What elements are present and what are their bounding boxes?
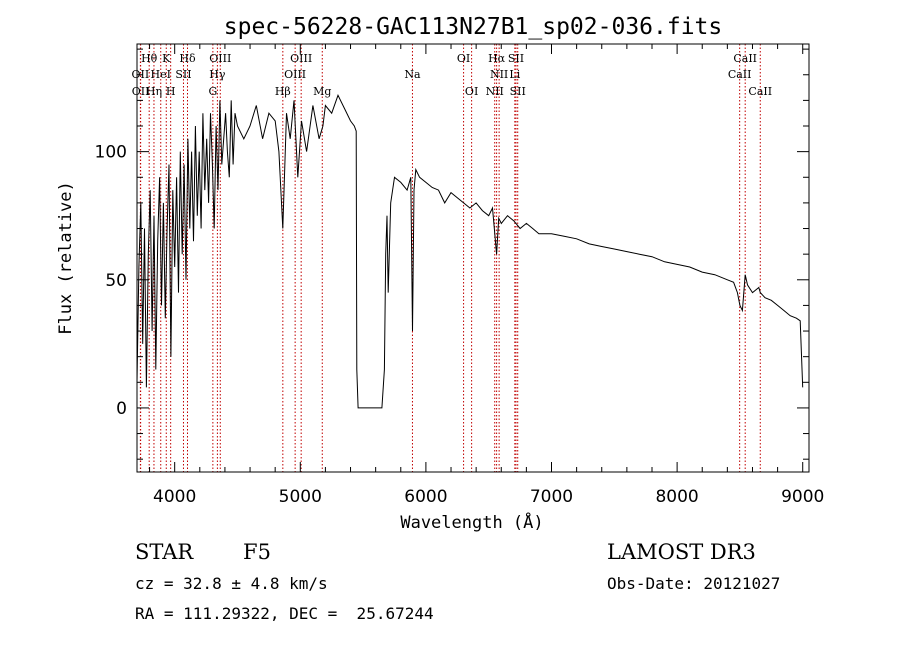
line-label: OIII [290,52,312,65]
flux-series-line [136,94,804,409]
line-label: Hθ [141,52,158,65]
line-label: OII [132,85,150,98]
line-label: Hγ [209,68,226,81]
y-axis-label: Flux (relative) [56,181,76,335]
line-label: Hβ [275,85,291,98]
y-tick-label: 50 [105,271,127,291]
line-label: Li [509,68,520,81]
line-label: CaII [733,52,757,65]
x-tick-label: 4000 [153,487,196,507]
line-label: NII [486,85,504,98]
line-label: OI [457,52,470,65]
survey-label: LAMOST DR3 [607,540,756,564]
line-label: OIII [209,52,231,65]
line-label: G [208,85,217,98]
line-label: OI [465,85,478,98]
x-tick-label: 7000 [530,487,573,507]
x-tick-label: 8000 [655,487,698,507]
line-label: K [162,52,171,65]
x-tick-label: 6000 [404,487,447,507]
line-label: NII [490,68,508,81]
spectral-subclass: F5 [243,540,271,564]
coordinates: RA = 111.29322, DEC = 25.67244 [135,604,434,623]
line-label: SII [510,85,526,98]
line-label: CaII [748,85,772,98]
plot-frame [136,43,810,473]
x-tick-label: 5000 [279,487,322,507]
redshift-value: cz = 32.8 ± 4.8 km/s [135,574,328,593]
x-axis-label: Wavelength (Å) [400,511,543,533]
x-tick-label: 9000 [781,487,824,507]
line-label: Hα [488,52,506,65]
object-class: STAR [135,540,194,564]
line-label: HeI [151,68,171,81]
line-label: H [166,85,176,98]
line-label: CaII [728,68,752,81]
line-label: Mg [313,85,331,98]
line-label: Hδ [179,52,196,65]
line-label: Hη [146,85,162,98]
obs-date: Obs-Date: 20121027 [607,574,781,593]
line-label: OIII [284,68,306,81]
spectrum-chart: spec-56228-GAC113N27B1_sp02-036.fits Hθ K… [56,14,824,533]
line-label: SII [508,52,524,65]
line-label: Na [404,68,421,81]
axis-ticks: 4000 5000 6000 7000 8000 9000 0 50 100 [95,44,824,507]
y-tick-label: 100 [95,143,127,163]
emission-line-markers [139,44,761,472]
chart-title: spec-56228-GAC113N27B1_sp02-036.fits [224,14,723,40]
y-tick-label: 0 [116,399,127,419]
line-label: SII [175,68,191,81]
